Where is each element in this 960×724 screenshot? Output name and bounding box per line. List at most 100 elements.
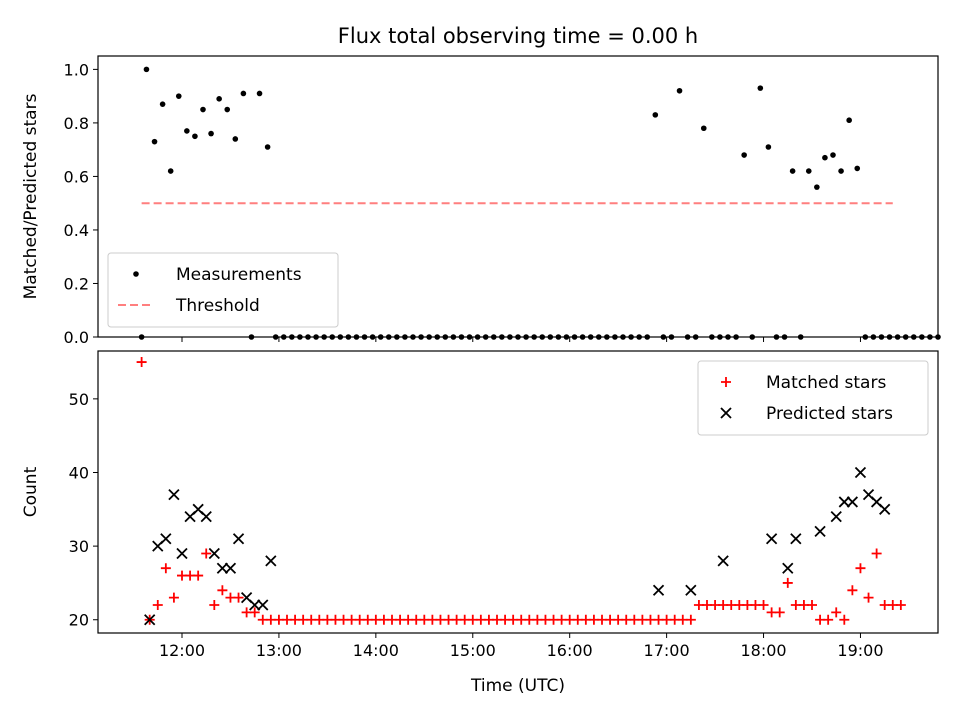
measurements-point bbox=[587, 334, 594, 340]
measurements-point bbox=[919, 334, 925, 340]
matched-stars-point bbox=[863, 592, 874, 603]
predicted-stars-point bbox=[652, 584, 665, 596]
measurements-point bbox=[507, 334, 513, 340]
measurements-point bbox=[434, 334, 441, 340]
x-tick-label: 18:00 bbox=[740, 641, 786, 660]
measurements-point bbox=[305, 334, 311, 340]
x-tick-label: 13:00 bbox=[256, 641, 302, 660]
measurements-point bbox=[138, 334, 145, 340]
predicted-stars-point bbox=[257, 599, 269, 611]
predicted-stars-point bbox=[232, 533, 245, 545]
matched-stars-point bbox=[685, 614, 696, 625]
predicted-stars-point bbox=[814, 525, 826, 538]
measurements-point bbox=[846, 117, 852, 124]
measurements-point bbox=[854, 165, 861, 172]
y-tick-label: 1.0 bbox=[64, 60, 89, 79]
measurements-point bbox=[377, 334, 384, 340]
matched-stars-point bbox=[160, 563, 171, 574]
measurements-point bbox=[280, 334, 287, 340]
legend: Measurements Threshold bbox=[107, 252, 339, 328]
matched-stars-point bbox=[249, 607, 260, 618]
x-tick-label: 19:00 bbox=[837, 641, 883, 660]
measurements-point bbox=[789, 168, 796, 174]
legend-label: Measurements bbox=[176, 265, 302, 285]
measurements-point bbox=[353, 334, 360, 340]
y-tick-label: 30 bbox=[69, 537, 89, 556]
measurements-point bbox=[741, 152, 747, 158]
measurements-point bbox=[499, 334, 505, 340]
predicted-stars-point bbox=[765, 533, 778, 545]
x-axis-label: Time (UTC) bbox=[470, 676, 565, 696]
y-axis-label: Count bbox=[21, 466, 41, 517]
y-tick-label: 40 bbox=[69, 463, 89, 482]
measurements-point bbox=[337, 334, 344, 340]
y-tick-label: 0.4 bbox=[64, 221, 89, 240]
measurements-point bbox=[321, 334, 327, 340]
measurements-point bbox=[410, 334, 416, 340]
measurements-point bbox=[523, 334, 529, 340]
measurements-point bbox=[700, 125, 707, 132]
predicted-stars-point bbox=[846, 496, 859, 508]
chart-title: Flux total observing time = 0.00 h bbox=[338, 24, 698, 48]
measurements-point bbox=[644, 334, 651, 340]
x-tick-label: 12:00 bbox=[159, 641, 205, 660]
measurements-point bbox=[450, 334, 457, 340]
x-tick-label: 16:00 bbox=[547, 641, 593, 660]
measurements-point bbox=[256, 90, 263, 97]
measurements-point bbox=[426, 334, 432, 340]
measurements-point bbox=[490, 334, 497, 340]
measurements-point bbox=[886, 334, 893, 340]
predicted-stars-point bbox=[176, 547, 188, 560]
legend-box bbox=[697, 360, 929, 436]
y-tick-label: 0.2 bbox=[64, 274, 89, 293]
measurements-point bbox=[814, 184, 820, 190]
measurements-point bbox=[442, 334, 449, 340]
predicted-stars-point bbox=[168, 488, 180, 501]
predicted-stars-point bbox=[249, 599, 261, 611]
predicted-stars-point bbox=[160, 533, 172, 545]
predicted-stars-point bbox=[216, 562, 229, 574]
measurements-point bbox=[402, 334, 408, 340]
matched-stars-point bbox=[774, 607, 785, 618]
measurements-point bbox=[539, 334, 546, 340]
measurements-point bbox=[232, 136, 239, 142]
legend-swatch bbox=[721, 377, 731, 387]
measurements-point bbox=[636, 334, 642, 340]
y-tick-label: 0.6 bbox=[64, 167, 89, 186]
measurements-point bbox=[289, 334, 295, 340]
measurements-point bbox=[159, 101, 166, 107]
measurements-point bbox=[773, 334, 780, 340]
axes-frame bbox=[97, 350, 939, 634]
predicted-stars-point bbox=[879, 503, 891, 515]
matched-stars-point bbox=[807, 600, 817, 611]
measurements-point bbox=[684, 334, 691, 340]
measurements-point bbox=[240, 90, 247, 97]
measurements-point bbox=[595, 334, 602, 340]
matched-stars-point bbox=[855, 563, 866, 574]
measurements-point bbox=[418, 334, 424, 340]
y-axis-label: Matched/Predicted stars bbox=[21, 93, 41, 299]
measurements-point bbox=[935, 334, 941, 340]
measurements-point bbox=[216, 96, 222, 102]
matched-stars-point bbox=[895, 600, 906, 611]
measurements-point bbox=[692, 334, 699, 340]
measurements-point bbox=[660, 334, 667, 340]
matched-stars-point bbox=[758, 600, 769, 611]
measurements-point bbox=[878, 334, 885, 340]
measurements-point bbox=[208, 130, 214, 137]
legend: Matched stars Predicted stars bbox=[697, 360, 929, 436]
plot-area bbox=[136, 357, 906, 626]
measurements-point bbox=[515, 334, 521, 340]
matched-stars-point bbox=[209, 600, 220, 611]
predicted-stars-point bbox=[830, 511, 842, 523]
measurements-point bbox=[394, 334, 400, 340]
predicted-stars-point bbox=[717, 555, 729, 567]
matched-stars-point bbox=[847, 585, 858, 596]
matched-stars-point bbox=[839, 614, 850, 625]
measurements-point bbox=[248, 334, 255, 340]
matched-stars-point bbox=[152, 600, 163, 611]
measurements-point bbox=[612, 334, 618, 340]
x-tick-label: 15:00 bbox=[450, 641, 496, 660]
measurements-point bbox=[571, 334, 578, 340]
